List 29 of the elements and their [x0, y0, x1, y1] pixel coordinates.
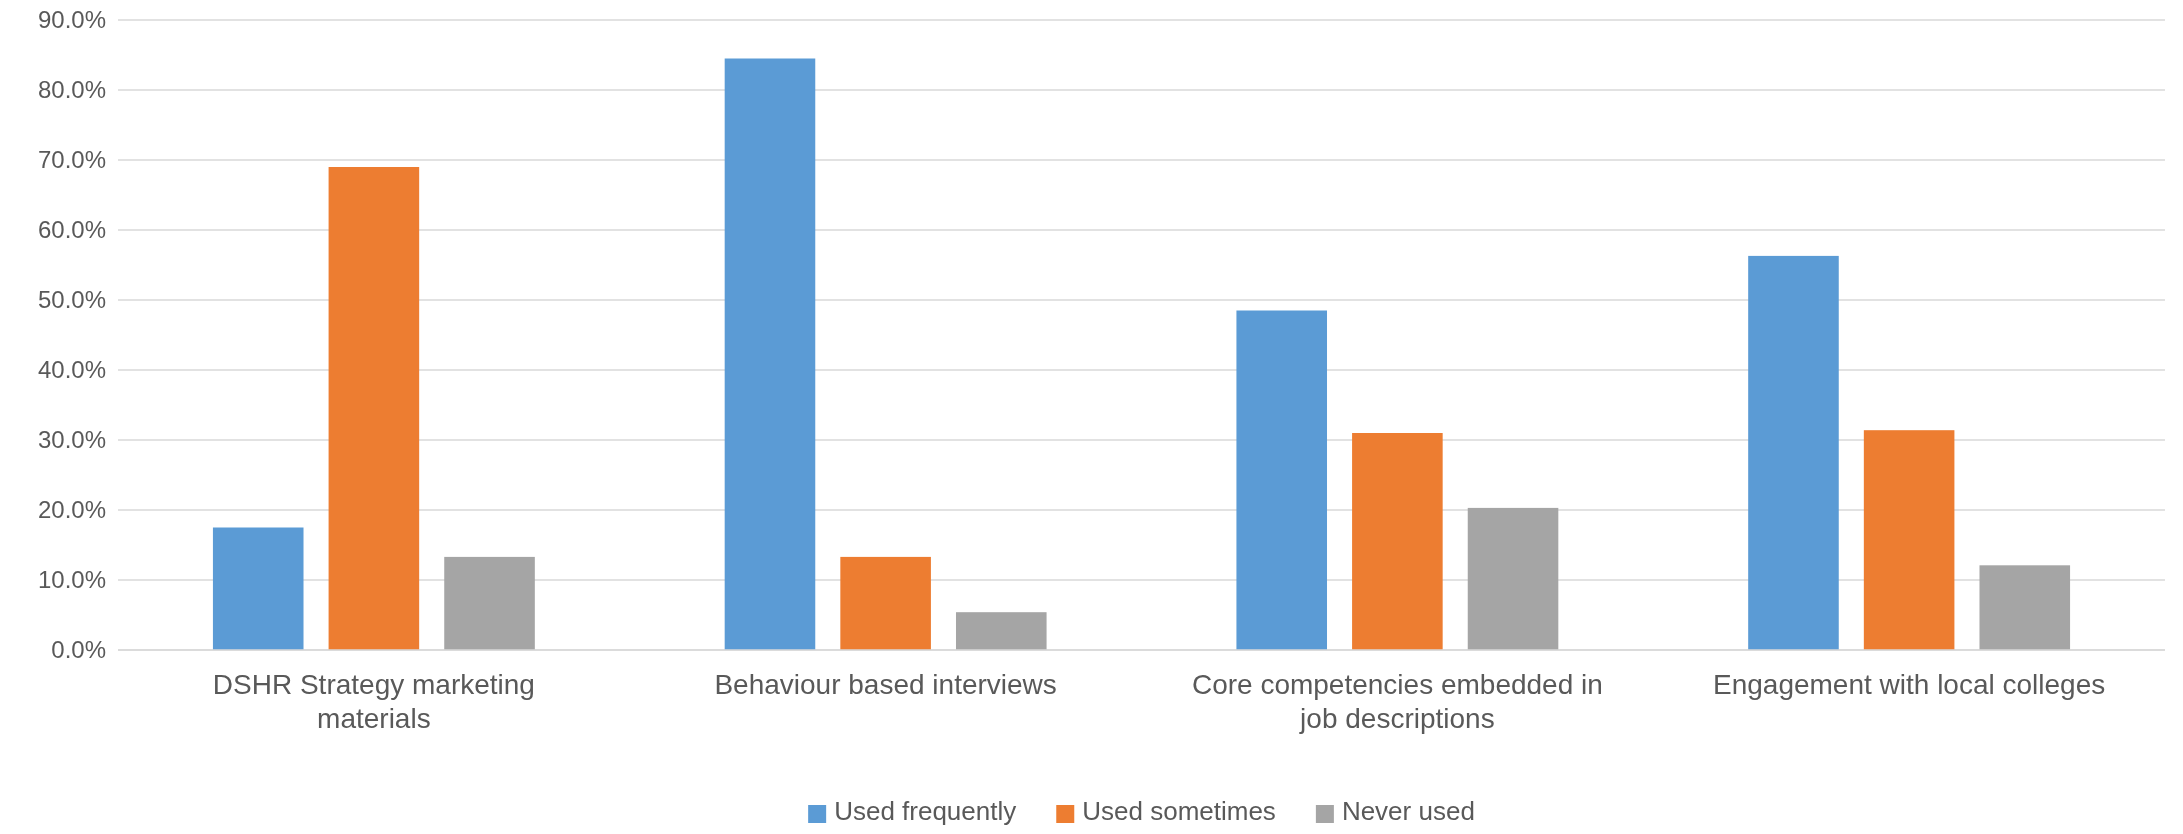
bar	[1863, 430, 1955, 650]
y-tick-label: 80.0%	[37, 76, 106, 104]
bar	[955, 612, 1047, 650]
legend-label: Used sometimes	[1082, 796, 1276, 826]
legend-label: Used frequently	[834, 796, 1017, 826]
y-tick-label: 90.0%	[37, 6, 106, 34]
bar	[840, 556, 931, 650]
bar	[212, 527, 304, 650]
y-tick-label: 60.0%	[37, 216, 106, 244]
y-tick-label: 10.0%	[37, 566, 106, 594]
bar	[328, 167, 420, 650]
bar	[1748, 255, 1839, 650]
y-tick-label: 30.0%	[37, 426, 106, 454]
y-tick-label: 0.0%	[51, 636, 106, 664]
x-tick-label: Core competencies embedded in job descriptions	[1191, 669, 1603, 734]
legend-label: Never used	[1341, 796, 1475, 826]
y-tick-label: 70.0%	[37, 146, 106, 174]
x-tick-label: Behaviour based interviews	[714, 669, 1057, 700]
y-tick-label: 50.0%	[37, 286, 106, 314]
x-tick-label: Engagement with local colleges	[1713, 669, 2106, 700]
x-tick-label: DSHR Strategy marketing materials	[212, 669, 535, 734]
y-tick-label: 20.0%	[37, 496, 106, 524]
bar	[1467, 507, 1559, 650]
y-tick-label: 40.0%	[37, 356, 106, 384]
bar	[1979, 565, 2071, 650]
bar	[724, 58, 816, 650]
bar	[1236, 310, 1328, 650]
bar	[444, 556, 535, 650]
bar	[1352, 433, 1443, 650]
